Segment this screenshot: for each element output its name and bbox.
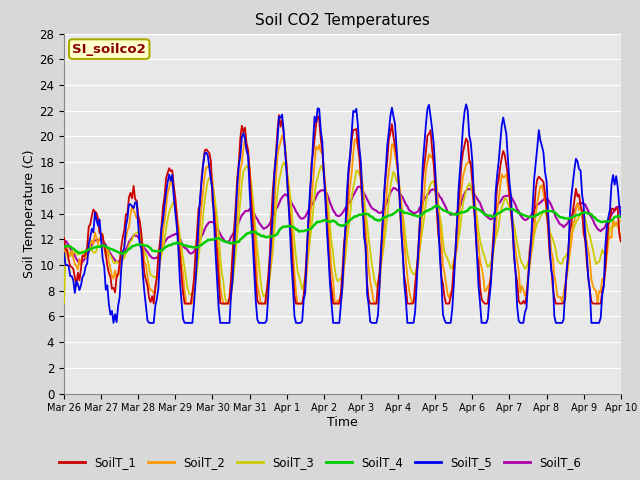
Title: Soil CO2 Temperatures: Soil CO2 Temperatures: [255, 13, 430, 28]
Legend: SoilT_1, SoilT_2, SoilT_3, SoilT_4, SoilT_5, SoilT_6: SoilT_1, SoilT_2, SoilT_3, SoilT_4, Soil…: [54, 452, 586, 474]
X-axis label: Time: Time: [327, 416, 358, 429]
Text: SI_soilco2: SI_soilco2: [72, 43, 146, 56]
Y-axis label: Soil Temperature (C): Soil Temperature (C): [24, 149, 36, 278]
